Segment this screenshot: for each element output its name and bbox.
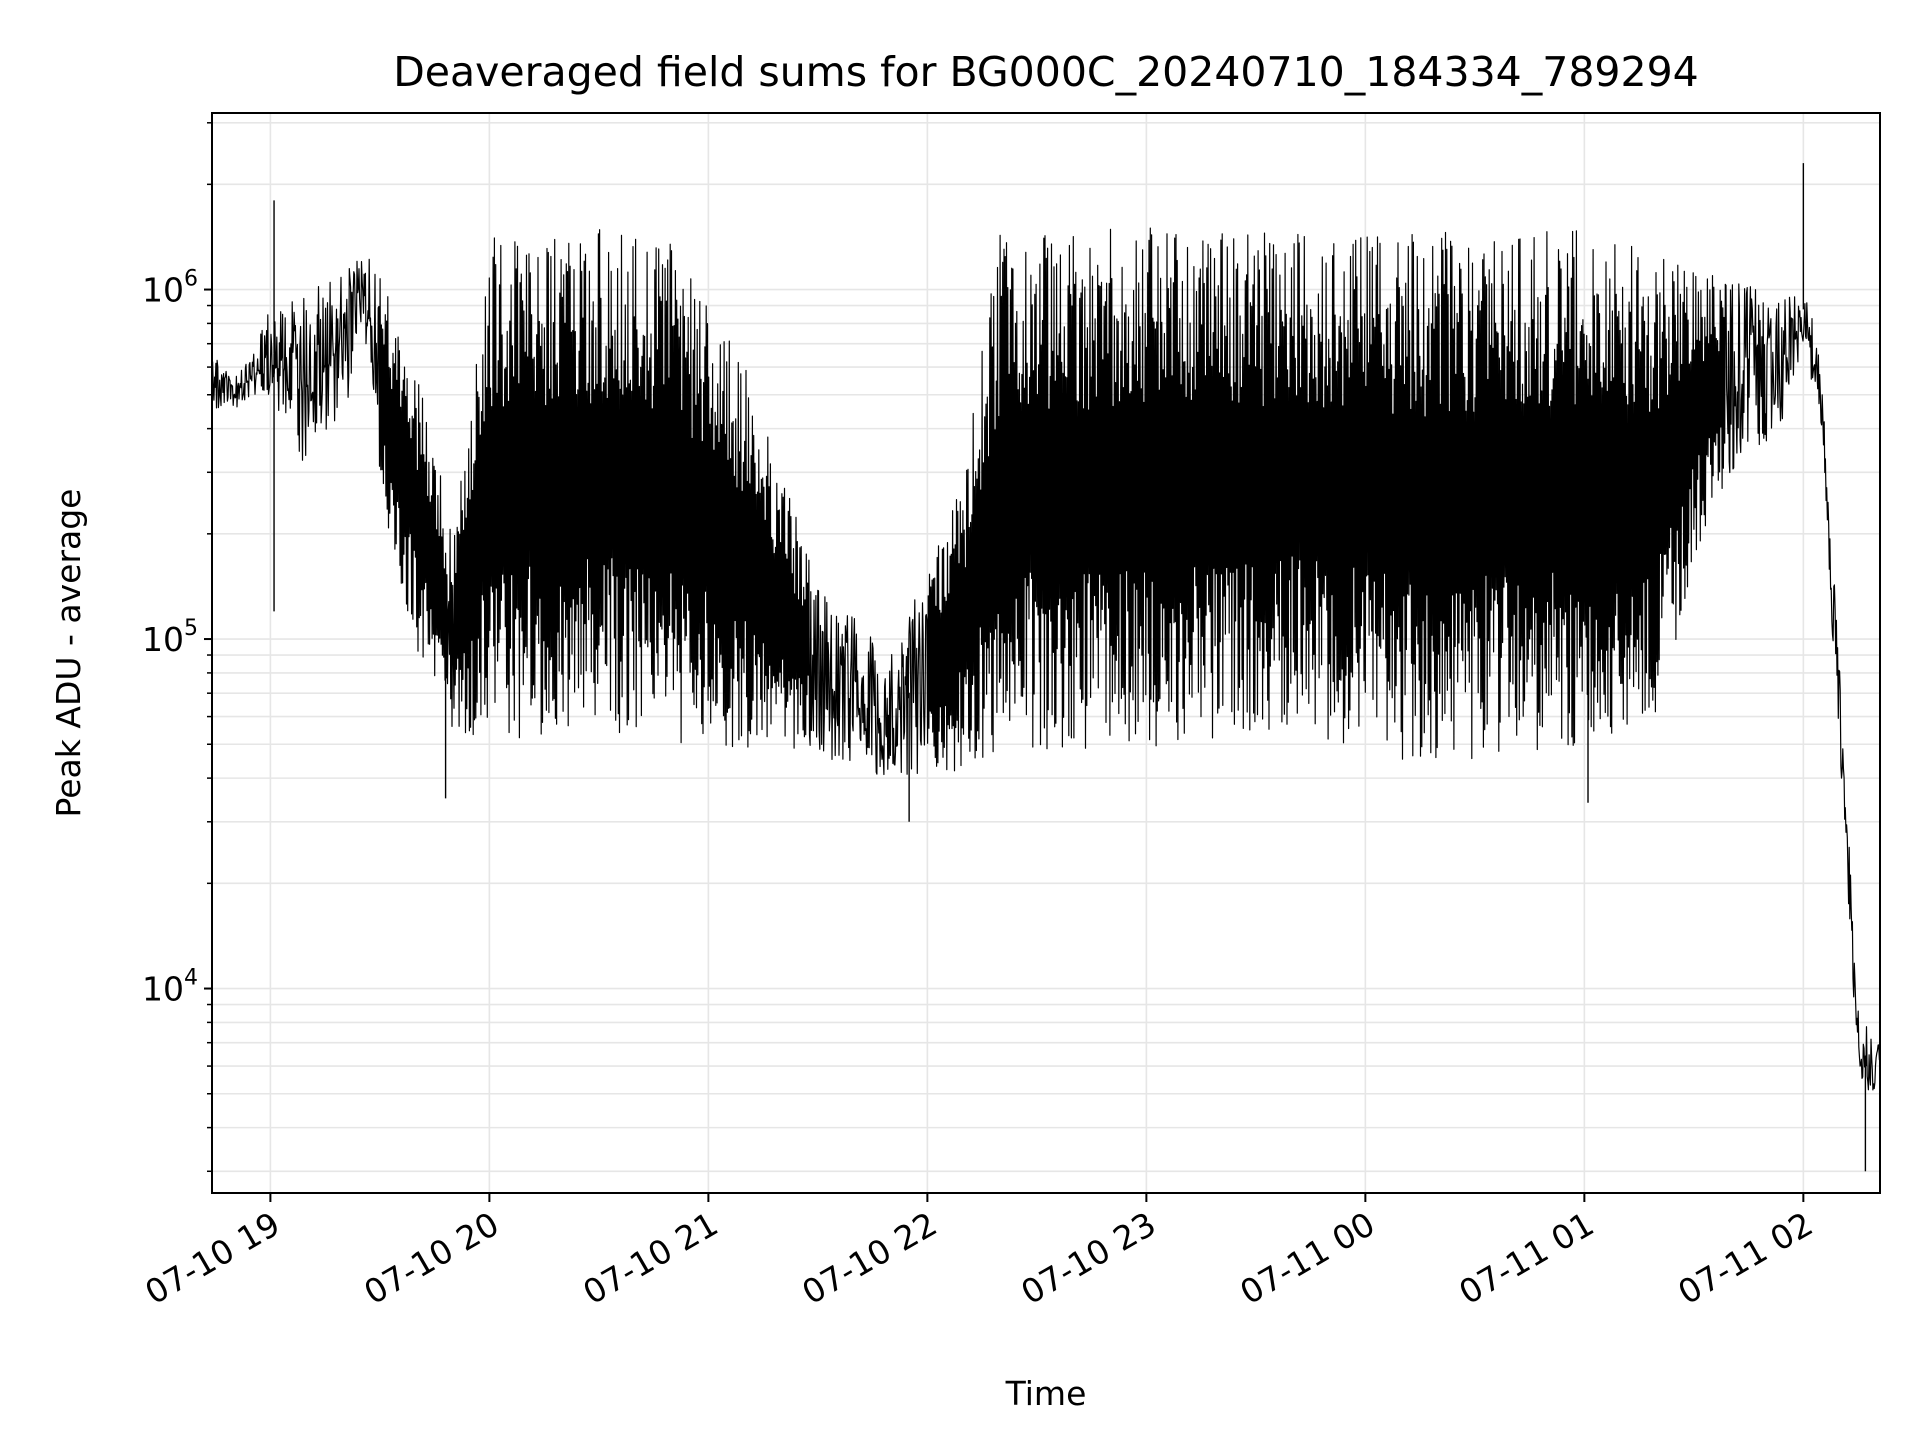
plot-frame: [211, 112, 1881, 1194]
y-tick-label: 104: [142, 966, 198, 1009]
y-axis-label: Peak ADU - average: [49, 489, 88, 818]
chart-title: Deaveraged field sums for BG000C_2024071…: [393, 48, 1699, 96]
y-tick-label: 105: [142, 616, 198, 659]
series-line: [211, 227, 1881, 1091]
x-axis-label: Time: [1005, 1374, 1087, 1413]
data-series: [211, 163, 1881, 1172]
y-tick-label: 106: [142, 267, 198, 310]
